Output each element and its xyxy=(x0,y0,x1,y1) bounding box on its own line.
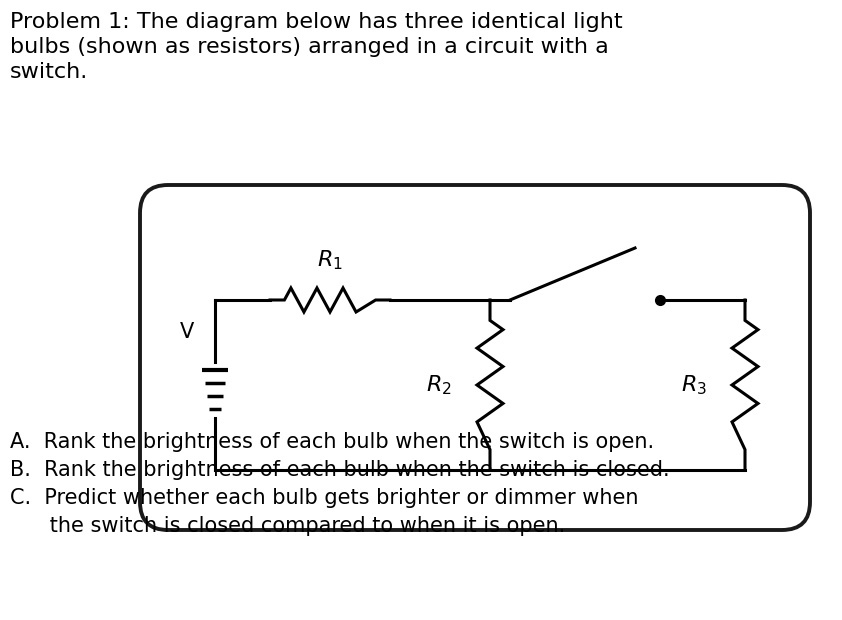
Text: C.  Predict whether each bulb gets brighter or dimmer when: C. Predict whether each bulb gets bright… xyxy=(10,488,638,508)
FancyBboxPatch shape xyxy=(140,185,810,530)
Text: A.  Rank the brightness of each bulb when the switch is open.: A. Rank the brightness of each bulb when… xyxy=(10,432,654,452)
Text: switch.: switch. xyxy=(10,62,88,82)
Text: the switch is closed compared to when it is open.: the switch is closed compared to when it… xyxy=(10,516,565,536)
Text: Problem 1: The diagram below has three identical light: Problem 1: The diagram below has three i… xyxy=(10,12,622,32)
Text: B.  Rank the brightness of each bulb when the switch is closed.: B. Rank the brightness of each bulb when… xyxy=(10,460,669,480)
Text: $R_3$: $R_3$ xyxy=(681,373,707,397)
Text: bulbs (shown as resistors) arranged in a circuit with a: bulbs (shown as resistors) arranged in a… xyxy=(10,37,609,57)
Text: $R_2$: $R_2$ xyxy=(426,373,452,397)
Text: $R_1$: $R_1$ xyxy=(317,249,343,272)
Text: V: V xyxy=(180,322,195,342)
